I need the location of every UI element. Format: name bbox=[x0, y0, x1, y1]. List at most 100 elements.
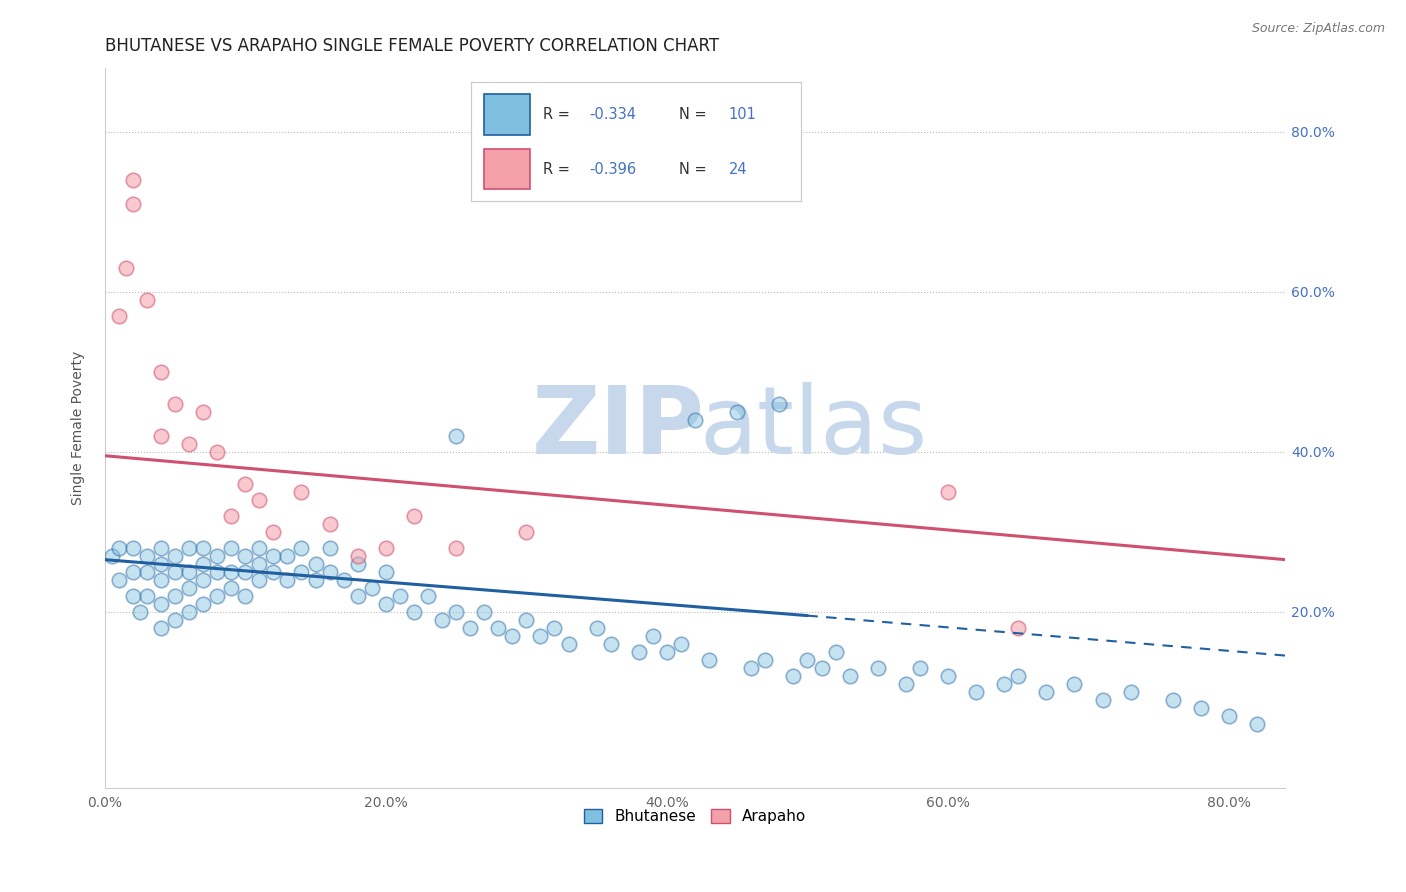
Point bbox=[1063, 676, 1085, 690]
Point bbox=[290, 565, 312, 579]
Point bbox=[107, 541, 129, 555]
Point bbox=[416, 589, 439, 603]
Point bbox=[669, 637, 692, 651]
Point bbox=[529, 629, 551, 643]
Point bbox=[894, 676, 917, 690]
Point bbox=[191, 541, 214, 555]
Point bbox=[177, 436, 200, 450]
Point bbox=[149, 573, 172, 587]
Text: atlas: atlas bbox=[699, 382, 927, 474]
Point bbox=[247, 557, 270, 571]
Point bbox=[135, 589, 157, 603]
Point bbox=[191, 405, 214, 419]
Point bbox=[683, 413, 706, 427]
Point bbox=[908, 660, 931, 674]
Point bbox=[1189, 700, 1212, 714]
Point bbox=[936, 484, 959, 499]
Point bbox=[1007, 621, 1029, 635]
Point bbox=[1246, 716, 1268, 731]
Point bbox=[262, 524, 284, 539]
Point bbox=[114, 260, 136, 275]
Point bbox=[458, 621, 481, 635]
Point bbox=[107, 309, 129, 323]
Point bbox=[149, 557, 172, 571]
Text: ZIP: ZIP bbox=[531, 382, 704, 474]
Text: Source: ZipAtlas.com: Source: ZipAtlas.com bbox=[1251, 22, 1385, 36]
Point bbox=[121, 589, 143, 603]
Point bbox=[262, 565, 284, 579]
Point bbox=[402, 605, 425, 619]
Point bbox=[290, 484, 312, 499]
Point bbox=[796, 652, 818, 666]
Point bbox=[163, 565, 186, 579]
Legend: Bhutanese, Arapaho: Bhutanese, Arapaho bbox=[578, 803, 813, 830]
Point bbox=[318, 516, 340, 531]
Point bbox=[233, 549, 256, 563]
Point bbox=[374, 565, 396, 579]
Point bbox=[374, 541, 396, 555]
Y-axis label: Single Female Poverty: Single Female Poverty bbox=[72, 351, 86, 505]
Point bbox=[107, 573, 129, 587]
Point bbox=[304, 557, 326, 571]
Point bbox=[247, 573, 270, 587]
Point bbox=[866, 660, 889, 674]
Point bbox=[163, 549, 186, 563]
Point bbox=[191, 573, 214, 587]
Point bbox=[1091, 692, 1114, 706]
Point bbox=[599, 637, 621, 651]
Point bbox=[247, 541, 270, 555]
Point bbox=[149, 597, 172, 611]
Text: BHUTANESE VS ARAPAHO SINGLE FEMALE POVERTY CORRELATION CHART: BHUTANESE VS ARAPAHO SINGLE FEMALE POVER… bbox=[104, 37, 718, 55]
Point bbox=[219, 508, 242, 523]
Point bbox=[754, 652, 776, 666]
Point bbox=[262, 549, 284, 563]
Point bbox=[810, 660, 832, 674]
Point bbox=[346, 549, 368, 563]
Point bbox=[585, 621, 607, 635]
Point bbox=[100, 549, 122, 563]
Point bbox=[177, 581, 200, 595]
Point bbox=[135, 293, 157, 307]
Point bbox=[1218, 708, 1240, 723]
Point bbox=[219, 581, 242, 595]
Point bbox=[1161, 692, 1184, 706]
Point bbox=[149, 621, 172, 635]
Point bbox=[191, 557, 214, 571]
Point bbox=[697, 652, 720, 666]
Point bbox=[163, 397, 186, 411]
Point bbox=[388, 589, 411, 603]
Point bbox=[177, 565, 200, 579]
Point bbox=[290, 541, 312, 555]
Point bbox=[233, 476, 256, 491]
Point bbox=[444, 428, 467, 442]
Point bbox=[121, 173, 143, 187]
Point bbox=[149, 365, 172, 379]
Point bbox=[149, 541, 172, 555]
Point bbox=[838, 668, 860, 682]
Point bbox=[486, 621, 509, 635]
Point bbox=[135, 565, 157, 579]
Point bbox=[276, 549, 298, 563]
Point bbox=[128, 605, 150, 619]
Point bbox=[332, 573, 354, 587]
Point bbox=[936, 668, 959, 682]
Point bbox=[276, 573, 298, 587]
Point bbox=[318, 541, 340, 555]
Point bbox=[430, 613, 453, 627]
Point bbox=[121, 565, 143, 579]
Point bbox=[121, 541, 143, 555]
Point bbox=[205, 565, 228, 579]
Point bbox=[501, 629, 523, 643]
Point bbox=[557, 637, 579, 651]
Point bbox=[247, 492, 270, 507]
Point bbox=[444, 541, 467, 555]
Point bbox=[472, 605, 495, 619]
Point bbox=[163, 589, 186, 603]
Point bbox=[219, 541, 242, 555]
Point bbox=[641, 629, 664, 643]
Point bbox=[163, 613, 186, 627]
Point bbox=[219, 565, 242, 579]
Point bbox=[444, 605, 467, 619]
Point bbox=[740, 660, 762, 674]
Point bbox=[374, 597, 396, 611]
